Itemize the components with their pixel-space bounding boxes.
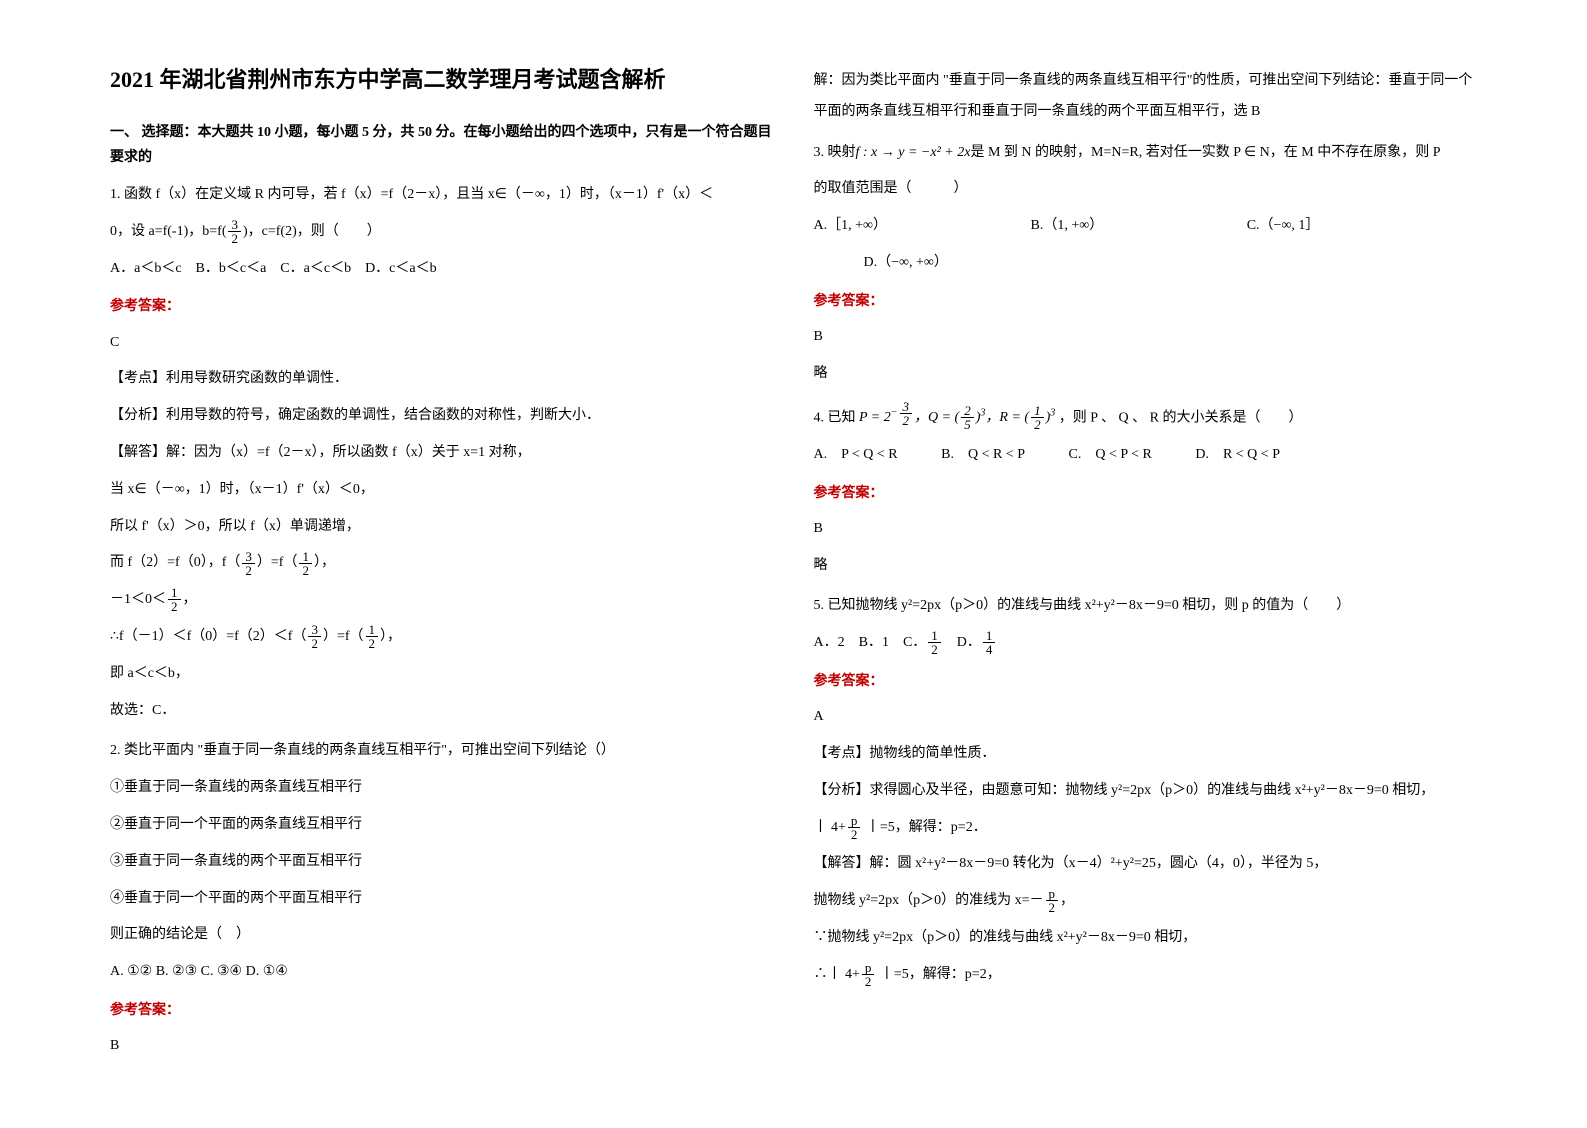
q1-s9: 即 a＜c＜b， bbox=[110, 659, 774, 690]
frac-3-2-b: 32 bbox=[242, 550, 255, 577]
q3-optA: A.［1, +∞） bbox=[814, 211, 888, 242]
q1-solution: C 【考点】利用导数研究函数的单调性． 【分析】利用导数的符号，确定函数的单调性… bbox=[110, 328, 774, 727]
question-5: 5. 已知抛物线 y²=2px（p＞0）的准线与曲线 x²+y²－8x－9=0 … bbox=[814, 591, 1478, 659]
q1-s5: 所以 f'（x）＞0，所以 f（x）单调递增， bbox=[110, 512, 774, 543]
q4-formula: P = 2−32，Q = (25)3，R = (12)3 bbox=[859, 410, 1055, 425]
q3-answer: B bbox=[814, 322, 1478, 353]
question-2: 2. 类比平面内 "垂直于同一条直线的两条直线互相平行"，可推出空间下列结论（）… bbox=[110, 736, 774, 988]
q3-formula: f : x → y = −x² + 2x bbox=[856, 145, 971, 160]
q3-solution-text: 略 bbox=[814, 359, 1478, 390]
q5-s3: 丨 4+p2 丨=5，解得：p=2． bbox=[814, 813, 1478, 844]
q1-s1: 【考点】利用导数研究函数的单调性． bbox=[110, 364, 774, 395]
q4-optC: C. Q < P < R bbox=[1069, 440, 1152, 471]
q5-s7: ∴丨 4+p2 丨=5，解得：p=2， bbox=[814, 960, 1478, 991]
q1-s2: 【分析】利用导数的符号，确定函数的单调性，结合函数的对称性，判断大小． bbox=[110, 401, 774, 432]
q4-options: A. P < Q < R B. Q < R < P C. Q < P < R D… bbox=[814, 440, 1478, 471]
q3-optB: B.（1, +∞） bbox=[1031, 211, 1104, 242]
q1-text-2: 0，设 a=f(-1)，b=f(32)，c=f(2)，则（ ） bbox=[110, 217, 774, 248]
q5-s4: 【解答】解：圆 x²+y²－8x－9=0 转化为（x－4）²+y²=25，圆心（… bbox=[814, 849, 1478, 880]
frac-1-2-b: 12 bbox=[168, 586, 181, 613]
q1-s4: 当 x∈（－∞，1）时，（x－1）f'（x）＜0， bbox=[110, 475, 774, 506]
frac-1-2-d: 12 bbox=[928, 629, 941, 656]
question-1: 1. 函数 f（x）在定义域 R 内可导，若 f（x）=f（2－x），且当 x∈… bbox=[110, 180, 774, 284]
q4-answer: B bbox=[814, 514, 1478, 545]
q1-s10: 故选：C． bbox=[110, 696, 774, 727]
left-column: 2021 年湖北省荆州市东方中学高二数学理月考试题含解析 一、 选择题：本大题共… bbox=[90, 60, 794, 1068]
page-container: 2021 年湖北省荆州市东方中学高二数学理月考试题含解析 一、 选择题：本大题共… bbox=[0, 0, 1587, 1128]
q2-solution: B bbox=[110, 1031, 774, 1062]
q3-solution: B 略 bbox=[814, 322, 1478, 390]
q5-s2: 【分析】求得圆心及半径，由题意可知：抛物线 y²=2px（p＞0）的准线与曲线 … bbox=[814, 776, 1478, 807]
q5-solution: A 【考点】抛物线的简单性质． 【分析】求得圆心及半径，由题意可知：抛物线 y²… bbox=[814, 702, 1478, 990]
q3-options-row1: A.［1, +∞） B.（1, +∞） C.（−∞, 1］ bbox=[814, 211, 1478, 242]
question-4: 4. 已知 P = 2−32，Q = (25)3，R = (12)3 ，则 P … bbox=[814, 400, 1478, 471]
section-heading: 一、 选择题：本大题共 10 小题，每小题 5 分，共 50 分。在每小题给出的… bbox=[110, 120, 774, 170]
q3-answer-label: 参考答案： bbox=[814, 289, 1478, 314]
q1-options: A．a＜b＜c B．b＜c＜a C．a＜c＜b D．c＜a＜b bbox=[110, 254, 774, 285]
frac-p-2-c: p2 bbox=[862, 961, 875, 988]
frac-p-2-b: p2 bbox=[1046, 887, 1059, 914]
q4-optD: D. R < Q < P bbox=[1195, 440, 1280, 471]
q5-options: A．2 B．1 C．12 D．14 bbox=[814, 628, 1478, 659]
q1-s6: 而 f（2）=f（0），f（32）=f（12）， bbox=[110, 548, 774, 579]
right-column: 解：因为类比平面内 "垂直于同一条直线的两条直线互相平行"的性质，可推出空间下列… bbox=[794, 60, 1498, 1068]
q5-s1: 【考点】抛物线的简单性质． bbox=[814, 739, 1478, 770]
frac-1-4: 14 bbox=[983, 629, 996, 656]
q3-optD: D.（−∞, +∞） bbox=[864, 248, 948, 279]
frac-3-2: 32 bbox=[228, 218, 241, 245]
q2-text: 2. 类比平面内 "垂直于同一条直线的两条直线互相平行"，可推出空间下列结论（） bbox=[110, 736, 774, 767]
q5-s6: ∵抛物线 y²=2px（p＞0）的准线与曲线 x²+y²－8x－9=0 相切， bbox=[814, 923, 1478, 954]
q4-answer-label: 参考答案： bbox=[814, 481, 1478, 506]
question-3: 3. 映射f : x → y = −x² + 2x是 M 到 N 的映射，M=N… bbox=[814, 138, 1478, 279]
q3-options-row2: D.（−∞, +∞） bbox=[814, 248, 1478, 279]
frac-3-2-c: 32 bbox=[308, 623, 321, 650]
q3-optC: C.（−∞, 1］ bbox=[1247, 211, 1320, 242]
q5-text: 5. 已知抛物线 y²=2px（p＞0）的准线与曲线 x²+y²－8x－9=0 … bbox=[814, 591, 1478, 622]
q2-text2: 则正确的结论是（ ） bbox=[110, 920, 774, 951]
q4-optA: A. P < Q < R bbox=[814, 440, 898, 471]
q1-answer-label: 参考答案： bbox=[110, 294, 774, 319]
q5-s5: 抛物线 y²=2px（p＞0）的准线为 x=－p2， bbox=[814, 886, 1478, 917]
q2-opt2: ②垂直于同一个平面的两条直线互相平行 bbox=[110, 810, 774, 841]
frac-1-2-a: 12 bbox=[299, 550, 312, 577]
q3-line1: 3. 映射f : x → y = −x² + 2x是 M 到 N 的映射，M=N… bbox=[814, 138, 1478, 169]
q1-s3: 【解答】解：因为（x）=f（2－x），所以函数 f（x）关于 x=1 对称， bbox=[110, 438, 774, 469]
q1-s7: －1＜0＜12， bbox=[110, 585, 774, 616]
q4-line1: 4. 已知 P = 2−32，Q = (25)3，R = (12)3 ，则 P … bbox=[814, 400, 1478, 434]
q1-answer: C bbox=[110, 328, 774, 359]
q4-optB: B. Q < R < P bbox=[941, 440, 1025, 471]
q2-solution-text: 解：因为类比平面内 "垂直于同一条直线的两条直线互相平行"的性质，可推出空间下列… bbox=[814, 66, 1478, 128]
q1-text-1: 1. 函数 f（x）在定义域 R 内可导，若 f（x）=f（2－x），且当 x∈… bbox=[110, 180, 774, 211]
q2-solution-cont: 解：因为类比平面内 "垂直于同一条直线的两条直线互相平行"的性质，可推出空间下列… bbox=[814, 66, 1478, 128]
q3-line2: 的取值范围是（ ） bbox=[814, 174, 1478, 205]
q2-answer: B bbox=[110, 1031, 774, 1062]
q5-answer-label: 参考答案： bbox=[814, 669, 1478, 694]
q2-answer-label: 参考答案： bbox=[110, 998, 774, 1023]
q4-solution: B 略 bbox=[814, 514, 1478, 582]
frac-p-2-a: p2 bbox=[848, 814, 861, 841]
q5-answer: A bbox=[814, 702, 1478, 733]
q1-s8: ∴f（－1）＜f（0）=f（2）＜f（32）=f（12）， bbox=[110, 622, 774, 653]
q2-options: A. ①② B. ②③ C. ③④ D. ①④ bbox=[110, 957, 774, 988]
document-title: 2021 年湖北省荆州市东方中学高二数学理月考试题含解析 bbox=[110, 60, 774, 100]
frac-1-2-c: 12 bbox=[366, 623, 379, 650]
q2-opt1: ①垂直于同一条直线的两条直线互相平行 bbox=[110, 773, 774, 804]
q2-opt3: ③垂直于同一条直线的两个平面互相平行 bbox=[110, 847, 774, 878]
q2-opt4: ④垂直于同一个平面的两个平面互相平行 bbox=[110, 884, 774, 915]
q4-solution-text: 略 bbox=[814, 551, 1478, 582]
